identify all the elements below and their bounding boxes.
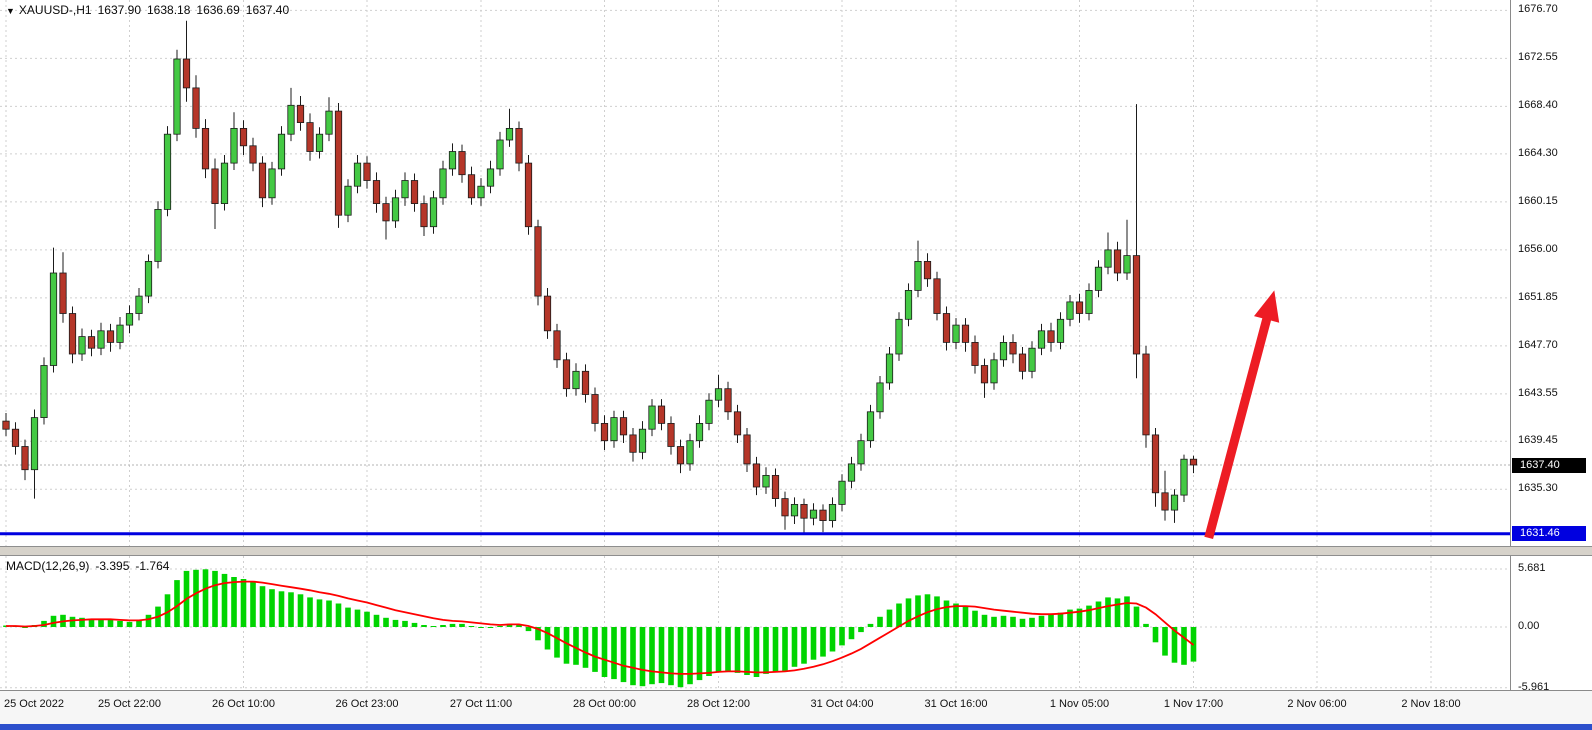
time-axis-label: 1 Nov 05:00 <box>1049 698 1110 710</box>
time-axis-label: 25 Oct 2022 <box>4 698 64 710</box>
macd-histogram <box>3 569 1197 688</box>
time-axis-label: 1 Nov 17:00 <box>1163 698 1224 710</box>
price-axis-label: 1672.55 <box>1518 51 1558 64</box>
ohlc-high: 1638.18 <box>147 3 191 17</box>
bullish-arrow[interactable] <box>1204 290 1280 540</box>
chart-header: ▼ XAUUSD-,H1 1637.90 1638.18 1636.69 1637.40 <box>6 3 289 17</box>
price-chart-pane[interactable] <box>0 0 1510 546</box>
pane-splitter[interactable] <box>0 546 1592 556</box>
time-axis[interactable]: 25 Oct 2022 25 Oct 22:00 26 Oct 10:00 26 Oc… <box>0 690 1592 725</box>
macd-axis-label: 5.681 <box>1518 562 1546 574</box>
candles <box>2 20 1198 534</box>
price-axis-label: 1635.30 <box>1518 482 1558 495</box>
price-axis-label: 1660.15 <box>1518 194 1558 207</box>
price-axis-label: 1676.70 <box>1518 3 1558 16</box>
macd-axis-label: -5.961 <box>1518 680 1550 693</box>
price-axis-label: 1651.85 <box>1518 290 1558 303</box>
macd-indicator-pane[interactable] <box>0 556 1510 690</box>
macd-chart[interactable] <box>0 556 1510 690</box>
time-axis-label: 26 Oct 23:00 <box>335 698 399 710</box>
ohlc-low: 1636.69 <box>196 3 240 17</box>
price-axis[interactable]: 1676.70 1672.55 1668.40 1664.30 1660.15 1656.… <box>1510 0 1592 546</box>
time-axis-label: 2 Nov 06:00 <box>1287 698 1347 710</box>
price-axis-label: 1668.40 <box>1518 99 1558 112</box>
time-axis-label: 26 Oct 10:00 <box>212 698 275 710</box>
macd-value: -3.395 <box>95 559 130 573</box>
support-price-badge: 1631.46 <box>1512 526 1586 542</box>
price-axis-label: 1656.00 <box>1518 242 1558 255</box>
current-price-badge: 1637.40 <box>1512 457 1586 473</box>
time-axis-label: 28 Oct 12:00 <box>687 698 750 710</box>
time-axis-label: 28 Oct 00:00 <box>573 698 636 710</box>
symbol-timeframe-label: XAUUSD-,H1 <box>18 3 92 17</box>
macd-header: MACD(12,26,9) -3.395 -1.764 <box>6 559 169 573</box>
time-axis-label: 31 Oct 04:00 <box>810 698 874 710</box>
price-axis-label: 1639.45 <box>1518 434 1558 447</box>
price-axis-label: 1664.30 <box>1518 146 1558 159</box>
price-chart[interactable] <box>0 0 1510 546</box>
ohlc-open: 1637.90 <box>97 3 141 17</box>
time-axis-label: 31 Oct 16:00 <box>924 698 988 710</box>
macd-label: MACD(12,26,9) <box>6 559 90 573</box>
symbol-dropdown-icon[interactable]: ▼ <box>6 6 15 16</box>
macd-signal-value: -1.764 <box>135 559 170 573</box>
macd-axis-label: 0.00 <box>1518 620 1540 632</box>
price-axis-label: 1647.70 <box>1518 338 1558 351</box>
time-axis-label: 2 Nov 18:00 <box>1401 698 1461 710</box>
time-axis-label: 27 Oct 11:00 <box>449 698 513 710</box>
time-axis-label: 25 Oct 22:00 <box>98 698 161 710</box>
ohlc-close: 1637.40 <box>245 3 290 17</box>
price-axis-label: 1643.55 <box>1518 386 1558 399</box>
macd-signal-line <box>6 580 1195 675</box>
window-bottom-edge <box>0 724 1592 730</box>
macd-axis[interactable]: 5.681 0.00 -5.961 <box>1510 556 1592 693</box>
